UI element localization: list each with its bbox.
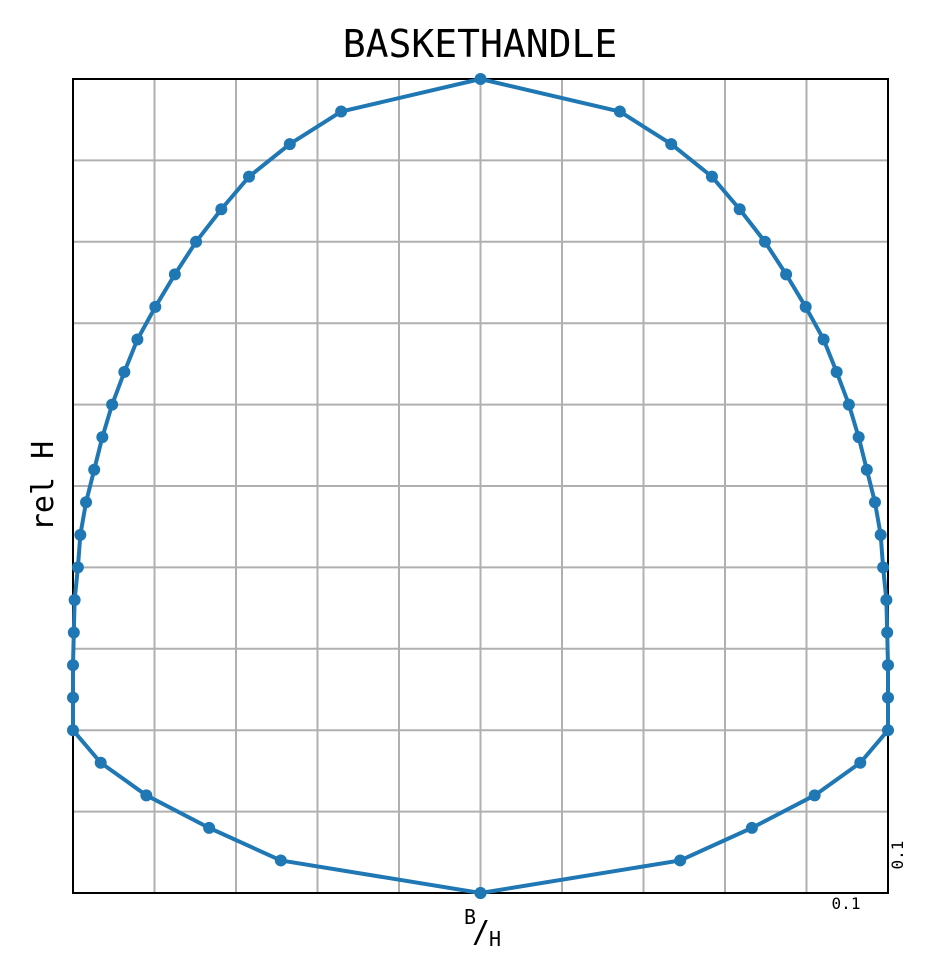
data-point bbox=[808, 789, 821, 802]
data-point bbox=[874, 528, 887, 541]
data-point bbox=[733, 203, 746, 216]
data-point bbox=[68, 593, 81, 606]
data-point bbox=[854, 756, 867, 769]
data-point bbox=[96, 431, 109, 444]
data-point bbox=[860, 463, 873, 476]
data-point bbox=[881, 626, 894, 639]
data-point bbox=[203, 821, 216, 834]
data-point bbox=[74, 528, 87, 541]
data-point bbox=[140, 789, 153, 802]
data-point bbox=[877, 561, 890, 574]
data-point bbox=[243, 170, 256, 183]
data-point bbox=[665, 138, 678, 151]
data-point bbox=[190, 235, 203, 248]
data-point bbox=[168, 268, 181, 281]
data-point bbox=[118, 366, 131, 379]
chart-title: BASKETHANDLE bbox=[343, 22, 618, 66]
x-label-slash: / bbox=[472, 915, 490, 950]
data-point bbox=[882, 724, 894, 737]
data-point bbox=[830, 366, 843, 379]
data-point bbox=[67, 691, 79, 704]
data-point bbox=[335, 105, 348, 118]
data-point bbox=[283, 138, 296, 151]
data-point bbox=[67, 626, 80, 639]
data-point bbox=[799, 300, 812, 313]
data-point bbox=[106, 398, 119, 411]
x-grid-annotation: 0.1 bbox=[832, 894, 861, 913]
y-axis-label: rel H bbox=[26, 441, 61, 531]
data-point bbox=[149, 300, 162, 313]
x-label-numerator: B bbox=[464, 905, 476, 929]
data-point bbox=[868, 496, 881, 509]
y-grid-annotation: 0.1 bbox=[888, 841, 907, 870]
data-point bbox=[745, 821, 758, 834]
data-point bbox=[71, 561, 84, 574]
data-point bbox=[474, 887, 487, 899]
data-point bbox=[131, 333, 144, 346]
data-point bbox=[880, 593, 893, 606]
data-point bbox=[852, 431, 865, 444]
x-label-denominator: H bbox=[489, 927, 501, 951]
data-point bbox=[780, 268, 793, 281]
data-point bbox=[94, 756, 107, 769]
data-point bbox=[882, 659, 894, 672]
data-point bbox=[274, 854, 287, 867]
data-point bbox=[613, 105, 626, 118]
data-point bbox=[80, 496, 93, 509]
data-point bbox=[474, 73, 487, 85]
data-point bbox=[705, 170, 718, 183]
data-point bbox=[817, 333, 830, 346]
data-point bbox=[88, 463, 101, 476]
data-point bbox=[882, 691, 894, 704]
data-point bbox=[67, 659, 79, 672]
data-point bbox=[67, 724, 79, 737]
data-point bbox=[758, 235, 771, 248]
data-point bbox=[215, 203, 228, 216]
data-point bbox=[674, 854, 687, 867]
data-point bbox=[842, 398, 855, 411]
